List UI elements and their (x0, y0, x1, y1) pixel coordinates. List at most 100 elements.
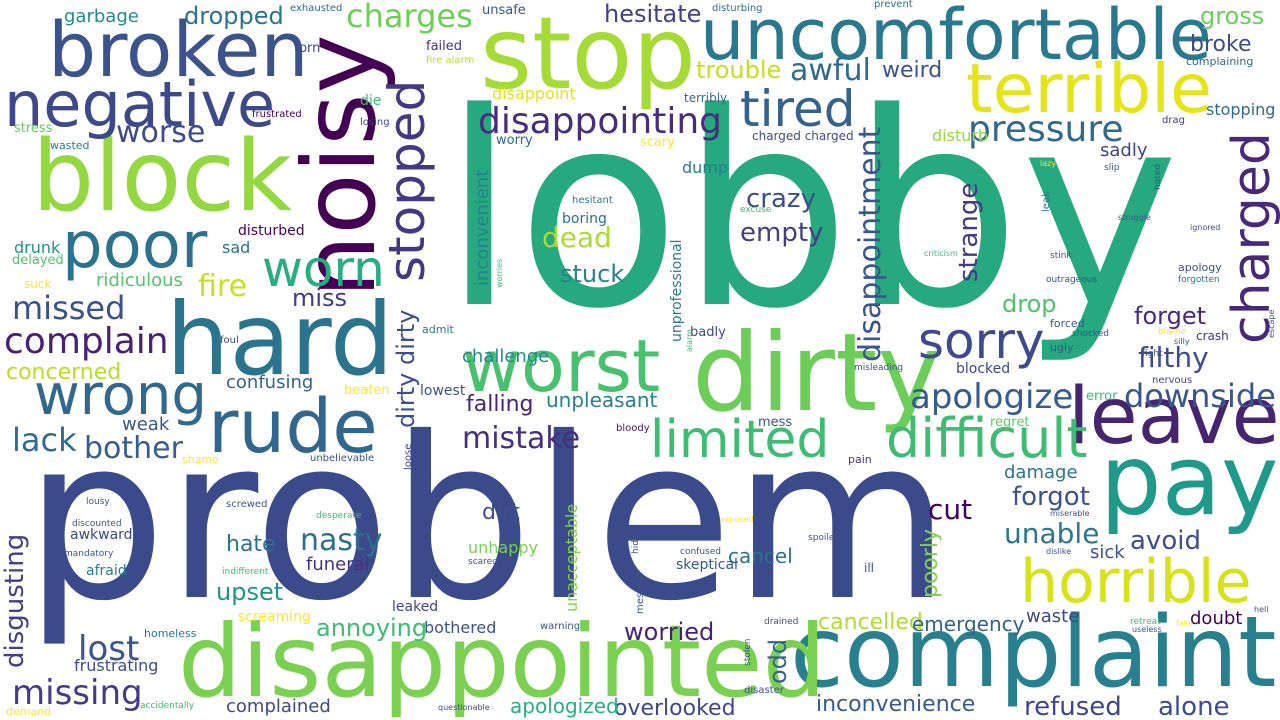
word-charges: charges (346, 0, 473, 35)
word-discounted: discounted (72, 519, 122, 529)
word-afraid: afraid (86, 563, 127, 579)
word-unhappy: unhappy (468, 538, 539, 557)
word-unsafe: unsafe (482, 3, 526, 18)
word-failed: failed (426, 39, 463, 54)
word-fire: fire (198, 269, 248, 304)
word-missed: missed (12, 289, 126, 327)
word-awkward: awkward (70, 527, 133, 543)
word-accidentally: accidentally (140, 701, 195, 711)
word-die: die (360, 93, 382, 109)
word-messed: messed (635, 575, 646, 614)
word-homeless: homeless (144, 627, 197, 640)
word-worse: worse (116, 115, 206, 150)
word-frustrated: frustrated (252, 109, 302, 120)
word-drag: drag (1162, 115, 1185, 126)
word-stuck: stuck (560, 260, 625, 288)
word-complaining: complaining (1186, 55, 1254, 68)
word-mess: mess (758, 415, 793, 430)
word-alone: alone (1158, 692, 1230, 720)
word-inconvenient: inconvenient (472, 169, 493, 286)
word-problem: problem (24, 389, 951, 650)
word-forced: forced (1050, 317, 1085, 330)
word-ridiculous: ridiculous (96, 270, 183, 291)
word-badly: badly (690, 325, 726, 340)
word-loose: loose (403, 443, 414, 470)
word-unbelievable: unbelievable (310, 453, 375, 464)
word-ugly: ugly (1050, 341, 1074, 354)
word-disturbing: disturbing (712, 3, 763, 14)
word-cancelled: cancelled (818, 610, 923, 635)
word-hard: hard (166, 281, 394, 398)
word-disturb: disturb (932, 126, 989, 145)
word-bothered: bothered (424, 618, 497, 637)
word-outrageous: outrageous (1046, 275, 1098, 285)
word-empty: empty (740, 218, 824, 248)
word-sadly: sadly (1100, 140, 1148, 161)
word-hate: hate (226, 532, 276, 557)
word-odd: odd (764, 638, 792, 684)
word-hesitate: hesitate (604, 0, 702, 28)
word-inconvenience: inconvenience (816, 692, 976, 717)
word-terrible: terrible (966, 50, 1213, 129)
word-hell: hell (1254, 605, 1269, 614)
word-retreat: retreat (1130, 617, 1161, 627)
word-lobby: lobby (442, 56, 1180, 368)
word-disappointment: disappointment (853, 126, 888, 362)
word-doubt: doubt (1190, 608, 1243, 629)
word-lousy: lousy (86, 497, 110, 507)
word-drop: drop (1002, 290, 1057, 318)
word-disappoint: disappoint (492, 84, 576, 103)
word-spoiled: spoiled (808, 533, 841, 543)
word-stress: stress (14, 121, 53, 136)
word-stopping: stopping (1206, 100, 1276, 119)
word-apologize: apologize (910, 377, 1074, 417)
word-filthy: filthy (1138, 341, 1209, 374)
word-sick: sick (1090, 542, 1125, 563)
word-ill: ill (864, 561, 875, 575)
word-forget: forget (1134, 302, 1206, 330)
word-stolen: stolen (743, 638, 753, 666)
word-missing: missing (12, 673, 143, 713)
word-stopped: stopped (378, 79, 436, 282)
word-emergency: emergency (912, 612, 1025, 636)
word-blocked: blocked (956, 361, 1011, 377)
word-unable: unable (1004, 517, 1100, 550)
word-overlooked: overlooked (614, 696, 736, 720)
word-apologized: apologized (510, 694, 619, 718)
word-damage: damage (1004, 462, 1078, 483)
word-leak: leak (1041, 191, 1052, 212)
word-silly: silly (1174, 337, 1190, 346)
word-nasty: nasty (300, 523, 383, 558)
word-dislike: dislike (1046, 547, 1072, 556)
word-awful: awful (790, 53, 871, 88)
word-foul: foul (220, 335, 239, 346)
word-dump: dump (682, 158, 729, 177)
word-shocked: shocked (1072, 329, 1109, 339)
word-nervous: nervous (1152, 375, 1193, 386)
word-delayed: delayed (12, 253, 64, 268)
word-dirty-dirty: dirty dirty (392, 309, 420, 428)
word-broke: broke (1190, 32, 1252, 57)
word-mandatory: mandatory (64, 549, 114, 559)
word-unpleasant: unpleasant (546, 388, 658, 412)
word-unprofessional: unprofessional (669, 239, 685, 342)
word-alarm: alarm (685, 329, 694, 352)
word-crash: crash (1196, 329, 1229, 343)
word-escape: escape (1267, 309, 1276, 338)
word-error: error (1086, 389, 1118, 404)
word-disgusting: disgusting (0, 533, 30, 668)
word-unacceptable: unacceptable (562, 503, 581, 612)
word-worried: worried (624, 618, 715, 646)
word-boring: boring (562, 211, 607, 227)
word-beaten: beaten (344, 383, 390, 398)
word-scared: scared (468, 557, 498, 567)
word-difficult: difficult (886, 407, 1088, 470)
word-lowest: lowest (420, 383, 466, 399)
word-crazy: crazy (746, 184, 816, 214)
word-waste: waste (1026, 606, 1080, 627)
word-broken: broken (48, 5, 309, 94)
word-useless: useless (1132, 625, 1162, 634)
word-demand: demand (6, 705, 52, 718)
word-losing: losing (360, 117, 390, 128)
word-refused: refused (1024, 692, 1122, 720)
